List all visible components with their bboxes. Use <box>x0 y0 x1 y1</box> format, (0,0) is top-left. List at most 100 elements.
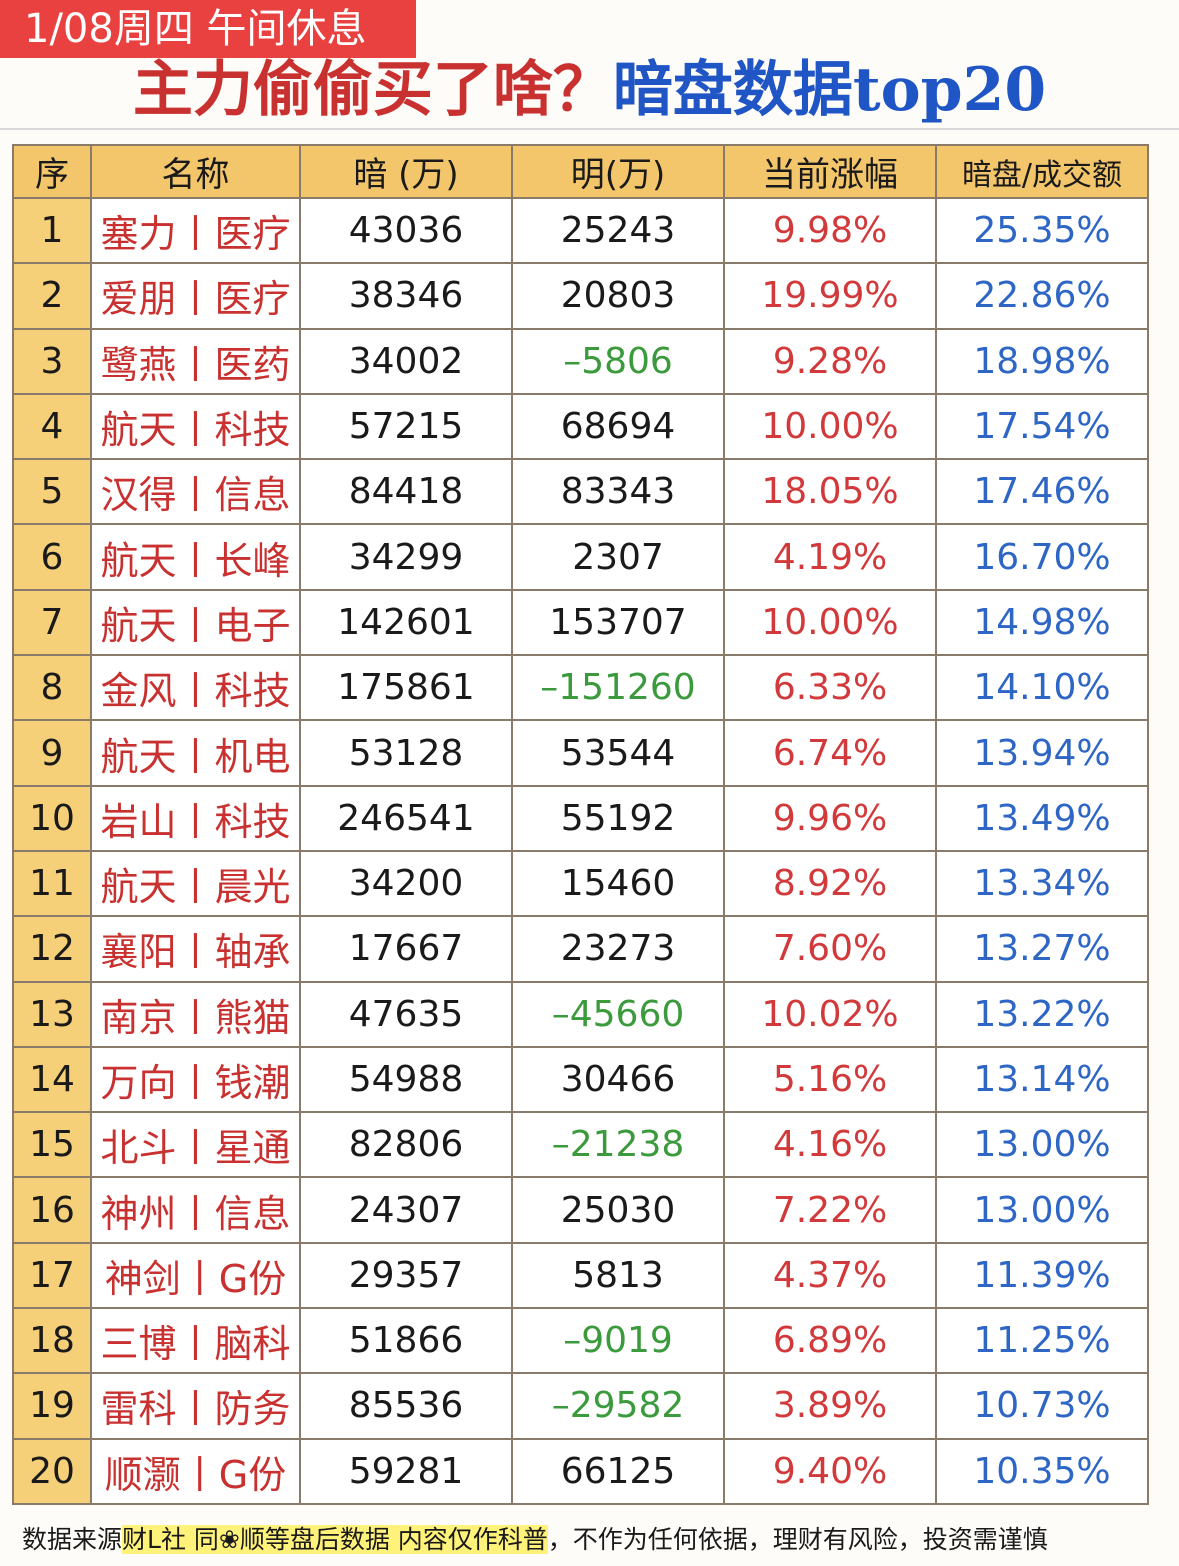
cell-index: 11 <box>12 849 92 918</box>
cell-visible-amount: 30466 <box>511 1045 725 1114</box>
cell-stock-name: 金风丨科技 <box>90 654 301 722</box>
cell-index: 19 <box>12 1372 92 1440</box>
cell-index: 16 <box>12 1176 92 1244</box>
footer-disclaimer: 数据来源财L社 同❀顺等盘后数据 内容仅作科普，不作为任何依据，理财有风险，投资… <box>22 1520 1172 1560</box>
cell-dark-ratio: 13.94% <box>935 719 1149 787</box>
table-row: 9 航天丨机电 53128 53544 6.74% 13.94% <box>12 719 1149 787</box>
cell-dark-ratio: 13.27% <box>935 915 1149 983</box>
cell-index: 14 <box>12 1045 92 1114</box>
footer-source: 财L社 同❀顺等盘后数据 内容仅作科普 <box>122 1525 548 1554</box>
table-row: 16 神州丨信息 24307 25030 7.22% 13.00% <box>12 1176 1149 1244</box>
cell-stock-name: 汉得丨信息 <box>90 458 301 526</box>
cell-change-pct: 4.19% <box>723 523 937 591</box>
cell-stock-name: 神州丨信息 <box>90 1176 301 1244</box>
cell-index: 6 <box>12 523 92 591</box>
cell-index: 20 <box>12 1437 92 1506</box>
cell-dark-amount: 53128 <box>299 719 513 787</box>
cell-change-pct: 18.05% <box>723 458 937 526</box>
header-dark: 暗 (万) <box>299 144 513 199</box>
cell-visible-amount: 25243 <box>511 196 725 265</box>
cell-change-pct: 10.00% <box>723 392 937 461</box>
cell-index: 18 <box>12 1307 92 1375</box>
cell-dark-ratio: 18.98% <box>935 327 1149 395</box>
footer-suffix: ，不作为任何依据，理财有风险，投资需谨慎 <box>547 1525 1048 1554</box>
cell-visible-amount: –29582 <box>511 1372 725 1440</box>
cell-stock-name: 航天丨晨光 <box>90 849 301 918</box>
cell-change-pct: 6.74% <box>723 719 937 787</box>
cell-dark-amount: 38346 <box>299 262 513 330</box>
cell-change-pct: 9.96% <box>723 784 937 852</box>
cell-dark-ratio: 14.10% <box>935 654 1149 722</box>
table-row: 19 雷科丨防务 85536 –29582 3.89% 10.73% <box>12 1372 1149 1440</box>
cell-stock-name: 襄阳丨轴承 <box>90 915 301 983</box>
cell-visible-amount: 15460 <box>511 849 725 918</box>
header-name: 名称 <box>90 144 301 199</box>
table-row: 8 金风丨科技 175861 –151260 6.33% 14.10% <box>12 654 1149 722</box>
cell-dark-ratio: 11.25% <box>935 1307 1149 1375</box>
cell-stock-name: 鹭燕丨医药 <box>90 327 301 395</box>
cell-index: 4 <box>12 392 92 461</box>
table-row: 1 塞力丨医疗 43036 25243 9.98% 25.35% <box>12 196 1149 265</box>
table-row: 3 鹭燕丨医药 34002 –5806 9.28% 18.98% <box>12 327 1149 395</box>
cell-index: 9 <box>12 719 92 787</box>
cell-dark-amount: 47635 <box>299 980 513 1048</box>
cell-change-pct: 4.37% <box>723 1241 937 1310</box>
cell-visible-amount: 5813 <box>511 1241 725 1310</box>
table-row: 10 岩山丨科技 246541 55192 9.96% 13.49% <box>12 784 1149 852</box>
cell-index: 13 <box>12 980 92 1048</box>
cell-stock-name: 塞力丨医疗 <box>90 196 301 265</box>
cell-index: 7 <box>12 588 92 657</box>
cell-dark-amount: 29357 <box>299 1241 513 1310</box>
cell-dark-amount: 57215 <box>299 392 513 461</box>
cell-dark-amount: 142601 <box>299 588 513 657</box>
header-ratio: 暗盘/成交额 <box>935 144 1149 199</box>
cell-dark-amount: 246541 <box>299 784 513 852</box>
cell-dark-amount: 51866 <box>299 1307 513 1375</box>
cell-stock-name: 三博丨脑科 <box>90 1307 301 1375</box>
table-row: 2 爱朋丨医疗 38346 20803 19.99% 22.86% <box>12 262 1149 330</box>
cell-change-pct: 9.40% <box>723 1437 937 1506</box>
cell-stock-name: 顺灏丨G份 <box>90 1437 301 1506</box>
cell-change-pct: 4.16% <box>723 1111 937 1179</box>
table-header-row: 序 名称 暗 (万) 明(万) 当前涨幅 暗盘/成交额 <box>12 144 1149 199</box>
cell-dark-ratio: 16.70% <box>935 523 1149 591</box>
cell-change-pct: 19.99% <box>723 262 937 330</box>
cell-change-pct: 9.28% <box>723 327 937 395</box>
cell-index: 17 <box>12 1241 92 1310</box>
cell-visible-amount: 2307 <box>511 523 725 591</box>
cell-stock-name: 万向丨钱潮 <box>90 1045 301 1114</box>
cell-dark-ratio: 11.39% <box>935 1241 1149 1310</box>
cell-visible-amount: –9019 <box>511 1307 725 1375</box>
cell-dark-amount: 59281 <box>299 1437 513 1506</box>
cell-index: 8 <box>12 654 92 722</box>
cell-change-pct: 3.89% <box>723 1372 937 1440</box>
cell-stock-name: 岩山丨科技 <box>90 784 301 852</box>
cell-dark-ratio: 13.22% <box>935 980 1149 1048</box>
cell-dark-amount: 43036 <box>299 196 513 265</box>
cell-stock-name: 雷科丨防务 <box>90 1372 301 1440</box>
table-row: 6 航天丨长峰 34299 2307 4.19% 16.70% <box>12 523 1149 591</box>
cell-change-pct: 7.60% <box>723 915 937 983</box>
cell-change-pct: 6.89% <box>723 1307 937 1375</box>
cell-dark-amount: 34299 <box>299 523 513 591</box>
title-divider <box>0 128 1179 130</box>
cell-change-pct: 6.33% <box>723 654 937 722</box>
cell-visible-amount: 20803 <box>511 262 725 330</box>
cell-dark-amount: 54988 <box>299 1045 513 1114</box>
cell-dark-ratio: 17.46% <box>935 458 1149 526</box>
cell-stock-name: 北斗丨星通 <box>90 1111 301 1179</box>
table-body: 1 塞力丨医疗 43036 25243 9.98% 25.35% 2 爱朋丨医疗 38346 20… <box>12 196 1149 1506</box>
cell-dark-ratio: 22.86% <box>935 262 1149 330</box>
cell-change-pct: 9.98% <box>723 196 937 265</box>
cell-dark-ratio: 13.34% <box>935 849 1149 918</box>
cell-dark-ratio: 10.73% <box>935 1372 1149 1440</box>
cell-dark-amount: 34200 <box>299 849 513 918</box>
table-row: 17 神剑丨G份 29357 5813 4.37% 11.39% <box>12 1241 1149 1310</box>
cell-stock-name: 神剑丨G份 <box>90 1241 301 1310</box>
cell-dark-amount: 34002 <box>299 327 513 395</box>
cell-dark-amount: 82806 <box>299 1111 513 1179</box>
cell-dark-amount: 84418 <box>299 458 513 526</box>
cell-visible-amount: 53544 <box>511 719 725 787</box>
table-row: 4 航天丨科技 57215 68694 10.00% 17.54% <box>12 392 1149 461</box>
cell-dark-amount: 175861 <box>299 654 513 722</box>
